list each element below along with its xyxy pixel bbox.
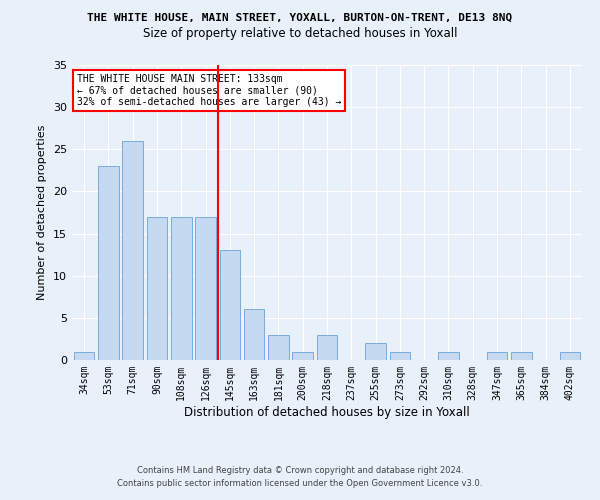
Text: Size of property relative to detached houses in Yoxall: Size of property relative to detached ho… — [143, 28, 457, 40]
Bar — [74, 352, 94, 360]
X-axis label: Distribution of detached houses by size in Yoxall: Distribution of detached houses by size … — [184, 406, 470, 418]
Bar — [365, 343, 386, 360]
Bar — [560, 352, 580, 360]
Text: THE WHITE HOUSE MAIN STREET: 133sqm
← 67% of detached houses are smaller (90)
32: THE WHITE HOUSE MAIN STREET: 133sqm ← 67… — [77, 74, 341, 107]
Bar — [511, 352, 532, 360]
Text: THE WHITE HOUSE, MAIN STREET, YOXALL, BURTON-ON-TRENT, DE13 8NQ: THE WHITE HOUSE, MAIN STREET, YOXALL, BU… — [88, 12, 512, 22]
Bar — [487, 352, 508, 360]
Bar — [171, 216, 191, 360]
Bar — [317, 334, 337, 360]
Bar — [195, 216, 216, 360]
Bar — [220, 250, 240, 360]
Bar — [268, 334, 289, 360]
Y-axis label: Number of detached properties: Number of detached properties — [37, 125, 47, 300]
Bar — [146, 216, 167, 360]
Bar — [244, 310, 265, 360]
Bar — [98, 166, 119, 360]
Bar — [438, 352, 459, 360]
Bar — [389, 352, 410, 360]
Bar — [292, 352, 313, 360]
Bar — [122, 141, 143, 360]
Text: Contains HM Land Registry data © Crown copyright and database right 2024.
Contai: Contains HM Land Registry data © Crown c… — [118, 466, 482, 487]
